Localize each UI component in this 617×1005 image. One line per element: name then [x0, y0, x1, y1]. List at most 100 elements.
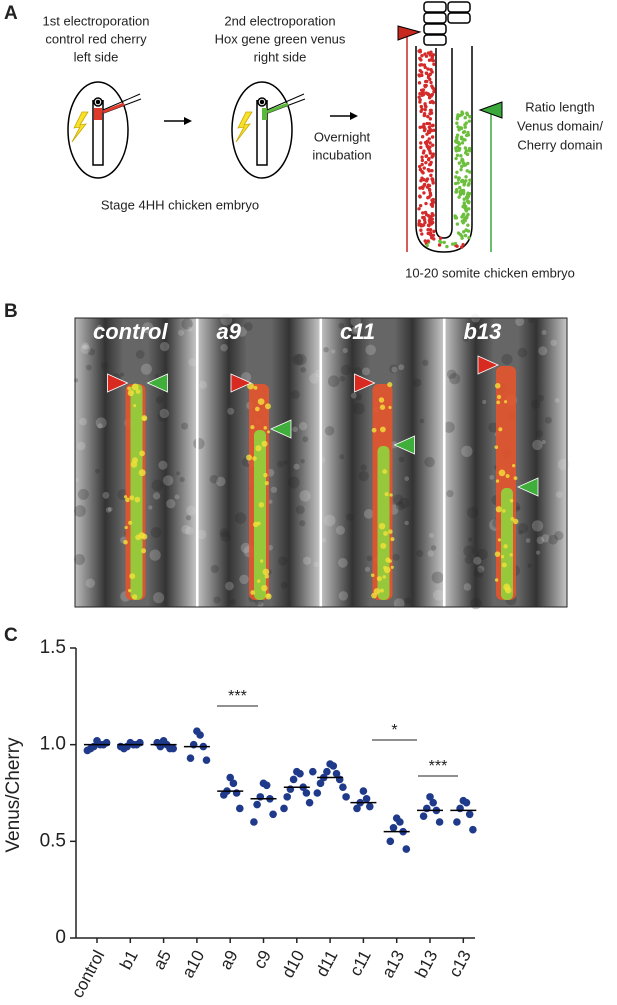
texture — [291, 390, 300, 399]
texture — [365, 344, 376, 356]
texture — [404, 476, 410, 482]
texture — [73, 505, 86, 517]
point — [269, 810, 277, 819]
texture — [292, 426, 298, 433]
texture — [391, 366, 398, 373]
cell — [463, 138, 467, 142]
cell — [464, 209, 469, 213]
cell — [432, 229, 436, 234]
cell — [497, 538, 502, 542]
green-arrowhead — [517, 477, 539, 497]
texture — [416, 549, 424, 557]
red-arrowhead — [354, 373, 376, 393]
texture — [293, 463, 300, 470]
cell — [390, 537, 395, 542]
texture — [550, 339, 558, 347]
cell — [455, 222, 460, 226]
point — [316, 779, 325, 788]
cell — [420, 158, 425, 163]
texture — [363, 509, 374, 519]
text: Overnight — [314, 129, 371, 144]
cell — [417, 219, 422, 223]
texture — [142, 322, 154, 334]
cell — [419, 141, 423, 145]
texture — [234, 512, 247, 524]
texture — [283, 460, 288, 465]
cell — [442, 240, 446, 245]
texture — [176, 471, 181, 476]
texture — [300, 458, 305, 464]
cell — [460, 141, 465, 145]
step1-text: 1st electroporation control red cherry l… — [43, 13, 150, 64]
cell — [422, 166, 426, 170]
texture — [280, 581, 288, 589]
cell — [417, 81, 422, 85]
cell — [383, 565, 387, 570]
cell — [138, 469, 146, 477]
cell — [456, 145, 460, 149]
cell — [128, 520, 133, 525]
cell — [430, 155, 434, 159]
texture — [156, 396, 164, 404]
texture — [230, 599, 236, 605]
cell — [457, 195, 461, 199]
cell — [424, 212, 429, 217]
embryo-1 — [67, 81, 142, 179]
texture — [338, 558, 348, 568]
texture — [342, 347, 348, 354]
cell — [419, 104, 423, 109]
texture — [428, 532, 435, 539]
texture — [355, 393, 362, 401]
texture — [79, 417, 88, 426]
cell — [456, 125, 460, 129]
texture — [323, 514, 336, 527]
texture — [225, 581, 234, 591]
cell — [464, 148, 469, 153]
texture — [392, 553, 400, 561]
cell — [428, 227, 433, 232]
text: Venus domain/ — [517, 118, 603, 133]
cell — [502, 509, 506, 513]
cell — [458, 192, 463, 197]
point — [186, 754, 195, 762]
texture — [95, 417, 107, 429]
cell — [461, 191, 466, 196]
significance-label: *** — [228, 688, 247, 705]
cell — [419, 58, 423, 62]
cell — [504, 400, 508, 404]
texture — [443, 421, 455, 433]
cell — [460, 236, 464, 240]
cell — [459, 167, 463, 172]
image-label: c11 — [340, 319, 375, 344]
point — [253, 800, 261, 809]
cell — [265, 593, 272, 600]
cell — [424, 91, 428, 95]
texture — [240, 542, 251, 554]
cell — [445, 244, 449, 249]
cell — [427, 187, 432, 192]
texture — [350, 392, 357, 399]
texture — [339, 375, 346, 382]
arrowheads — [397, 25, 503, 252]
cell — [460, 110, 464, 114]
texture — [81, 342, 89, 350]
cell — [426, 227, 430, 232]
cell — [432, 90, 436, 94]
significance-label: * — [391, 722, 397, 739]
micrograph: b13 — [443, 313, 570, 610]
texture — [393, 598, 405, 609]
panel-label: A — [4, 3, 18, 24]
cell — [424, 79, 428, 84]
texture — [530, 399, 541, 409]
cell — [503, 544, 508, 549]
cell — [378, 522, 386, 530]
cell — [256, 579, 261, 583]
cell — [456, 115, 460, 119]
significance-label: *** — [429, 758, 448, 775]
texture — [398, 456, 405, 463]
texture — [345, 513, 354, 521]
cell — [124, 525, 128, 530]
point — [83, 746, 92, 755]
cell — [373, 588, 381, 595]
point — [419, 812, 428, 820]
